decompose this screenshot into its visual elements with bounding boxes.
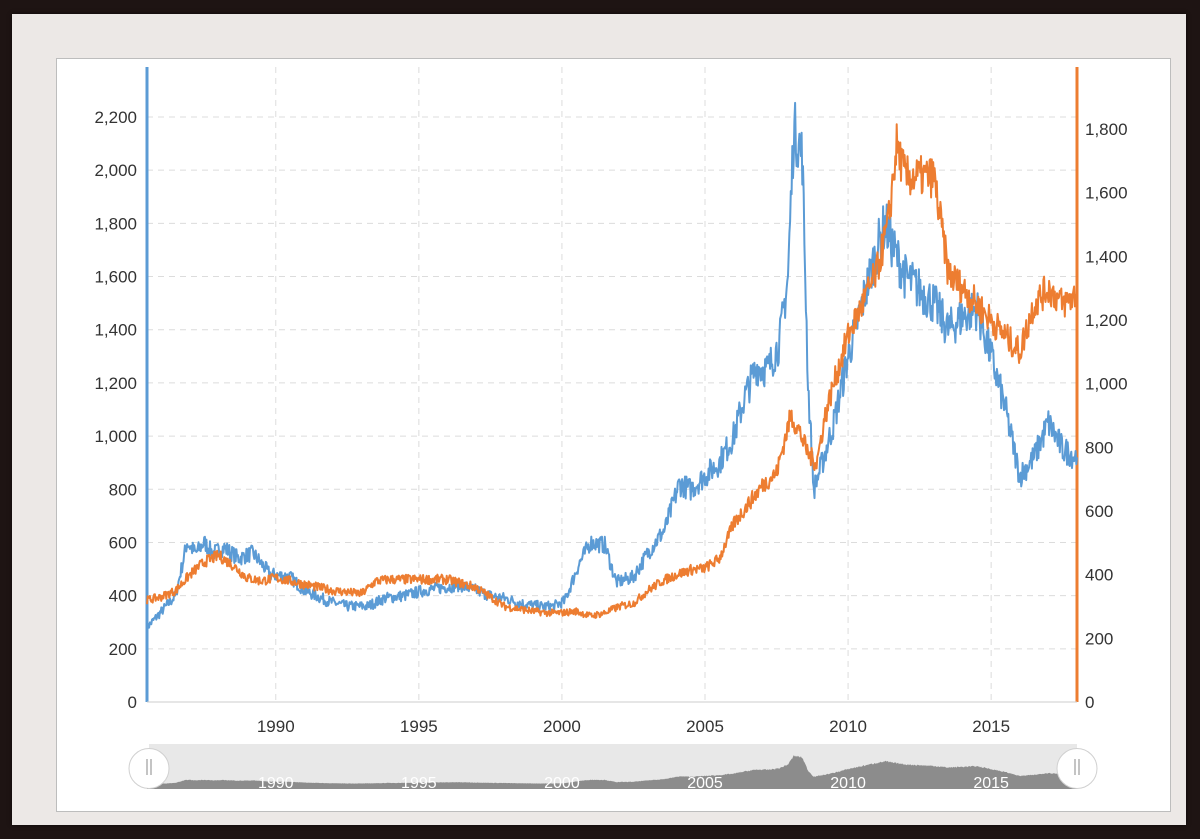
y-right-tick-label: 400 [1085, 566, 1113, 585]
y-right-tick-label: 1,600 [1085, 184, 1128, 203]
navigator-tick-label: 1990 [258, 775, 294, 792]
series-line-right [146, 123, 1078, 619]
dual-axis-line-chart: 1990 1995 2000 2005 2010 201502004006008001,0… [94, 67, 1128, 792]
y-right-tick-label: 1,000 [1085, 375, 1128, 394]
y-left-tick-label: 800 [109, 480, 137, 499]
x-tick-label: 1990 [257, 717, 295, 736]
outer-frame: 1990 1995 2000 2005 2010 2015 0 200 400 600 800 1,0… [12, 14, 1186, 825]
grid-lines [147, 67, 1077, 702]
y-right-tick-label: 0 [1085, 693, 1094, 712]
chart-panel: 1990 1995 2000 2005 2010 2015 0 200 400 600 800 1,0… [56, 58, 1171, 812]
x-tick-label: 2000 [543, 717, 581, 736]
navigator-area [147, 755, 1077, 789]
y-left-tick-label: 2,200 [94, 108, 137, 127]
y-left-tick-label: 0 [128, 693, 137, 712]
series-lines [146, 101, 1078, 632]
y-left-tick-label: 1,000 [94, 427, 137, 446]
navigator-right-handle[interactable] [1056, 748, 1098, 789]
x-tick-label: 1995 [400, 717, 438, 736]
x-tick-label: 2010 [829, 717, 867, 736]
x-tick-label: 2005 [686, 717, 724, 736]
handle-knob[interactable] [1056, 748, 1098, 789]
y-right-tick-label: 1,800 [1085, 120, 1128, 139]
y-right-tick-label: 1,200 [1085, 311, 1128, 330]
x-tick-label: 2015 [972, 717, 1010, 736]
range-navigator[interactable]: 1990 1995 2000 2005 2010 2015 [128, 744, 1098, 792]
y-right-tick-label: 1,400 [1085, 247, 1128, 266]
y-right-tick-label: 800 [1085, 438, 1113, 457]
navigator-tick-label: 1995 [401, 775, 437, 792]
y-left-tick-label: 1,400 [94, 321, 137, 340]
navigator-tick-label: 2015 [973, 775, 1009, 792]
y-left-tick-label: 600 [109, 533, 137, 552]
y-left-tick-label: 200 [109, 640, 137, 659]
y-right-tick-label: 600 [1085, 502, 1113, 521]
y-left-tick-label: 400 [109, 587, 137, 606]
handle-knob[interactable] [128, 748, 170, 789]
tick-labels: 1990 1995 2000 2005 2010 201502004006008001,0… [94, 108, 1127, 736]
y-left-tick-label: 1,200 [94, 374, 137, 393]
navigator-tick-label: 2010 [830, 775, 866, 792]
y-left-tick-label: 1,800 [94, 214, 137, 233]
navigator-tick-label: 2005 [687, 775, 723, 792]
y-right-tick-label: 200 [1085, 629, 1113, 648]
navigator-left-handle[interactable] [128, 748, 170, 789]
y-left-tick-label: 2,000 [94, 161, 137, 180]
y-left-tick-label: 1,600 [94, 268, 137, 287]
navigator-tick-label: 2000 [544, 775, 580, 792]
